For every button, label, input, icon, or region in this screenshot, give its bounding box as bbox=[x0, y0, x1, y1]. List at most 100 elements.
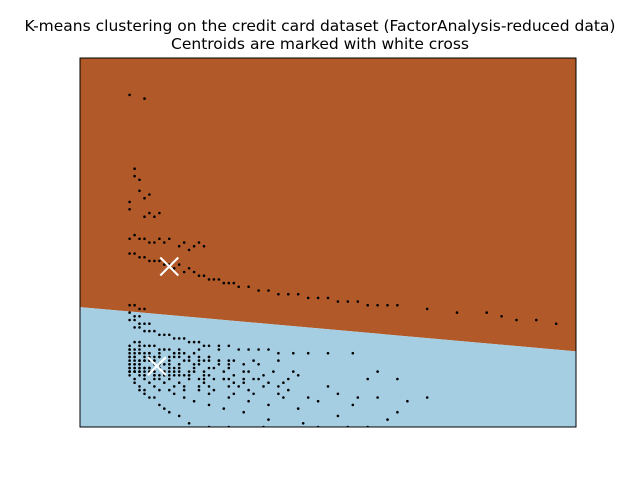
data-point bbox=[500, 315, 503, 318]
data-point bbox=[386, 303, 389, 307]
data-point bbox=[227, 396, 231, 399]
data-point bbox=[163, 241, 166, 244]
data-point bbox=[133, 252, 136, 255]
data-point bbox=[163, 407, 166, 410]
data-point bbox=[138, 340, 141, 344]
data-point bbox=[227, 363, 231, 366]
data-point bbox=[128, 318, 131, 322]
data-point bbox=[197, 274, 201, 278]
data-point bbox=[425, 307, 429, 311]
data-point bbox=[158, 348, 161, 351]
data-point bbox=[222, 281, 226, 285]
data-point bbox=[143, 374, 146, 377]
data-point bbox=[351, 403, 355, 407]
data-point bbox=[177, 363, 181, 366]
data-point bbox=[212, 278, 216, 281]
data-point bbox=[277, 392, 280, 396]
data-point bbox=[336, 414, 340, 418]
data-point bbox=[346, 300, 350, 303]
data-point bbox=[148, 344, 151, 348]
data-point bbox=[168, 377, 171, 381]
data-point bbox=[262, 385, 265, 388]
data-point bbox=[133, 318, 136, 322]
data-point bbox=[267, 381, 270, 385]
data-point bbox=[128, 363, 131, 366]
data-point bbox=[356, 396, 360, 399]
cluster-region-upper bbox=[80, 58, 576, 352]
data-point bbox=[143, 366, 146, 370]
data-point bbox=[163, 348, 166, 351]
data-point bbox=[217, 359, 221, 362]
data-point bbox=[143, 392, 146, 396]
data-point bbox=[282, 396, 285, 399]
data-point bbox=[396, 410, 399, 414]
data-point bbox=[227, 377, 231, 381]
data-point bbox=[138, 348, 141, 351]
data-point bbox=[232, 374, 236, 377]
data-point bbox=[232, 392, 236, 396]
data-point bbox=[455, 311, 459, 314]
data-point bbox=[153, 377, 156, 381]
data-point bbox=[386, 418, 389, 421]
data-point bbox=[207, 359, 211, 362]
data-point bbox=[163, 263, 166, 266]
data-point bbox=[202, 377, 206, 381]
data-point bbox=[197, 355, 201, 359]
data-point bbox=[168, 410, 171, 414]
data-point bbox=[148, 329, 151, 333]
data-point bbox=[133, 355, 136, 359]
data-point bbox=[153, 385, 156, 388]
data-point bbox=[252, 392, 255, 396]
data-point bbox=[212, 377, 216, 381]
data-point bbox=[277, 359, 280, 362]
data-point bbox=[128, 374, 131, 377]
data-point bbox=[158, 377, 161, 381]
cluster-regions bbox=[80, 58, 576, 427]
data-point bbox=[227, 385, 231, 388]
data-point bbox=[172, 370, 176, 373]
data-point bbox=[306, 296, 310, 300]
data-point bbox=[202, 370, 206, 373]
data-point bbox=[292, 351, 295, 355]
data-point bbox=[138, 374, 141, 377]
data-point bbox=[257, 289, 260, 292]
cluster-region-lower bbox=[80, 307, 576, 427]
data-point bbox=[257, 377, 260, 381]
data-point bbox=[425, 396, 429, 399]
data-point bbox=[247, 388, 250, 392]
data-point bbox=[252, 359, 255, 362]
data-point bbox=[153, 359, 156, 362]
data-point bbox=[187, 374, 191, 377]
data-point bbox=[287, 377, 290, 381]
data-point bbox=[207, 366, 211, 370]
data-point bbox=[182, 374, 186, 377]
data-point bbox=[237, 348, 240, 351]
data-point bbox=[242, 370, 245, 373]
data-point bbox=[187, 267, 191, 270]
centroids bbox=[147, 256, 179, 376]
data-point bbox=[202, 381, 206, 385]
data-point bbox=[197, 340, 201, 344]
data-point bbox=[133, 351, 136, 355]
data-point bbox=[143, 351, 146, 355]
data-point bbox=[158, 259, 161, 263]
data-point bbox=[296, 292, 300, 296]
data-point bbox=[192, 340, 196, 344]
data-point bbox=[133, 233, 136, 237]
data-point bbox=[128, 93, 131, 97]
data-point bbox=[232, 359, 236, 362]
data-point bbox=[217, 363, 221, 366]
data-point bbox=[207, 374, 211, 377]
data-point bbox=[192, 244, 196, 248]
data-point bbox=[177, 348, 181, 351]
data-point bbox=[187, 370, 191, 373]
data-point bbox=[207, 355, 211, 359]
data-point bbox=[227, 359, 231, 362]
data-point bbox=[177, 414, 181, 418]
data-point bbox=[143, 97, 146, 100]
data-point bbox=[242, 410, 245, 414]
data-point bbox=[128, 351, 131, 355]
data-point bbox=[128, 303, 131, 307]
data-point bbox=[143, 237, 146, 241]
